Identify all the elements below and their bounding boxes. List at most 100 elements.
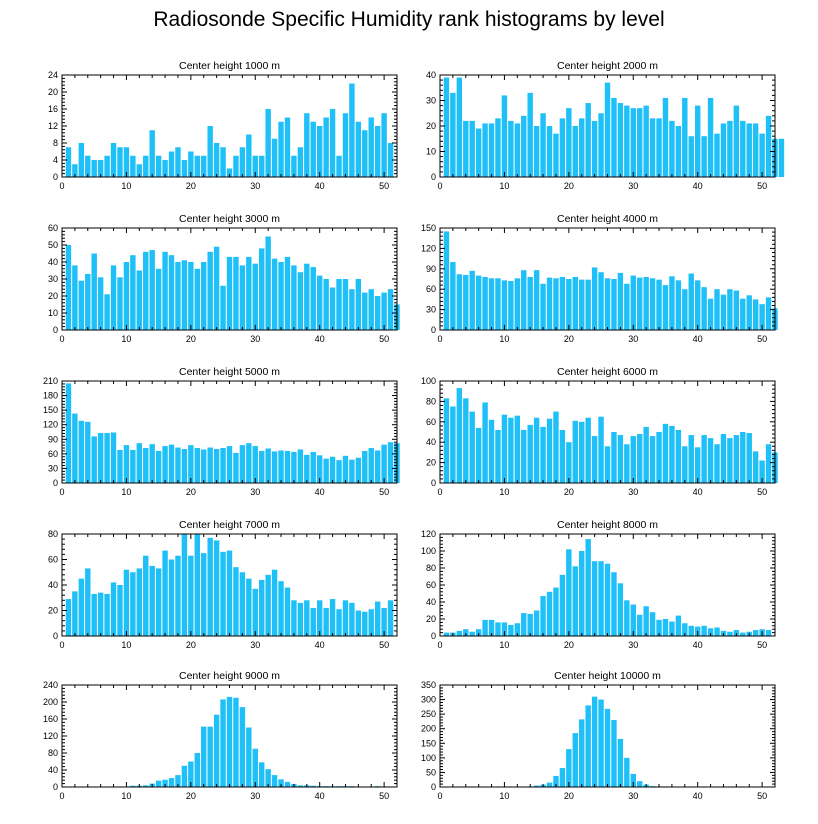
histogram-bar <box>194 753 200 787</box>
histogram-bar <box>387 289 394 330</box>
y-tick-label: 12 <box>48 121 58 131</box>
histogram-bar <box>284 256 291 330</box>
histogram-bar <box>149 250 155 330</box>
histogram-bar <box>374 450 381 483</box>
y-tick-label: 0 <box>53 172 58 182</box>
histogram-bar <box>501 280 508 330</box>
histogram-bar <box>521 429 527 483</box>
histogram-bar <box>271 569 278 636</box>
histogram-bar <box>527 613 533 636</box>
x-tick-label: 50 <box>379 791 389 801</box>
histogram-bar <box>278 581 284 636</box>
histogram-bar <box>701 435 707 483</box>
histogram-bar <box>110 143 117 177</box>
histogram-bar <box>740 632 746 636</box>
histogram-bar <box>649 612 656 636</box>
histogram-bar <box>662 97 669 177</box>
histogram-bar <box>226 446 233 483</box>
histogram-bar <box>585 279 591 330</box>
y-tick-label: 90 <box>48 434 58 444</box>
histogram-bar <box>733 105 740 177</box>
histogram-bar <box>463 274 469 330</box>
histogram-bar <box>355 610 362 636</box>
y-tick-label: 0 <box>431 782 436 792</box>
histogram-bar <box>91 593 97 636</box>
y-tick-label: 20 <box>426 614 436 624</box>
histogram-bar <box>291 600 297 636</box>
histogram-bar <box>579 118 585 177</box>
histogram-bar <box>482 402 488 483</box>
histogram-bar <box>488 419 495 483</box>
histogram-bar <box>259 248 265 330</box>
histogram-bar <box>533 610 540 636</box>
y-tick-label: 150 <box>421 738 436 748</box>
histogram-bar <box>688 136 694 177</box>
x-tick-label: 50 <box>379 181 389 191</box>
histogram-bar <box>188 761 194 787</box>
x-tick-label: 20 <box>564 181 574 191</box>
histogram-bar <box>604 82 611 177</box>
x-tick-label: 30 <box>250 640 260 650</box>
histogram-bar <box>662 619 669 636</box>
histogram-bar <box>475 427 482 483</box>
histogram-bar <box>65 383 72 483</box>
histogram-bar <box>368 609 374 636</box>
histogram-bar <box>604 446 611 483</box>
histogram-bar <box>233 452 239 483</box>
y-tick-label: 200 <box>43 697 58 707</box>
histogram-bar <box>469 120 475 177</box>
histogram-bar <box>707 298 714 330</box>
histogram-bar <box>765 444 772 483</box>
y-tick-label: 0 <box>431 478 436 488</box>
histogram-bar <box>501 95 508 177</box>
y-tick-label: 350 <box>421 680 436 690</box>
histogram-bar <box>624 105 630 177</box>
histogram-bar <box>226 256 233 330</box>
histogram-bar <box>297 602 304 636</box>
y-tick-label: 20 <box>48 291 58 301</box>
x-tick-label: 30 <box>250 791 260 801</box>
histogram-bar <box>304 263 310 330</box>
histogram-bar <box>553 411 559 483</box>
y-tick-label: 100 <box>421 376 436 386</box>
panel-title: Center height 2000 m <box>557 60 658 72</box>
histogram-bar <box>72 164 78 177</box>
y-tick-label: 30 <box>426 96 436 106</box>
histogram-bar <box>233 567 239 636</box>
histogram-bar <box>271 138 278 177</box>
x-tick-label: 0 <box>59 334 64 344</box>
histogram-bar <box>637 781 643 787</box>
histogram-bar <box>566 549 572 636</box>
histogram-bar <box>310 267 316 330</box>
histogram-bar <box>540 283 546 330</box>
histogram-bar <box>740 432 746 483</box>
histogram-bar <box>707 628 714 636</box>
x-tick-label: 40 <box>693 181 703 191</box>
histogram-bar <box>585 417 591 483</box>
x-tick-label: 40 <box>315 487 325 497</box>
histogram-bar <box>746 123 752 177</box>
histogram-bar <box>450 92 456 177</box>
histogram-bar <box>740 120 746 177</box>
histogram-bar <box>336 279 342 330</box>
histogram-bar <box>727 631 733 636</box>
histogram-bar <box>579 279 585 330</box>
histogram-bar <box>201 262 207 330</box>
histogram-bar <box>188 262 194 330</box>
histogram-bar <box>278 450 284 483</box>
histogram-bar <box>469 411 475 483</box>
histogram-bar <box>72 265 78 330</box>
histogram-bar <box>482 276 488 330</box>
histogram-bar <box>611 279 617 330</box>
histogram-bar <box>381 292 387 330</box>
histogram-bar <box>521 115 527 177</box>
y-tick-label: 16 <box>48 104 58 114</box>
histogram-bar <box>246 256 252 330</box>
histogram-bar <box>265 448 271 483</box>
histogram-bar <box>355 121 362 177</box>
histogram-bar <box>291 155 297 177</box>
histogram-bar <box>374 126 381 177</box>
histogram-bar <box>488 278 495 330</box>
histogram-bar <box>207 726 213 787</box>
histogram-bar <box>349 459 355 483</box>
